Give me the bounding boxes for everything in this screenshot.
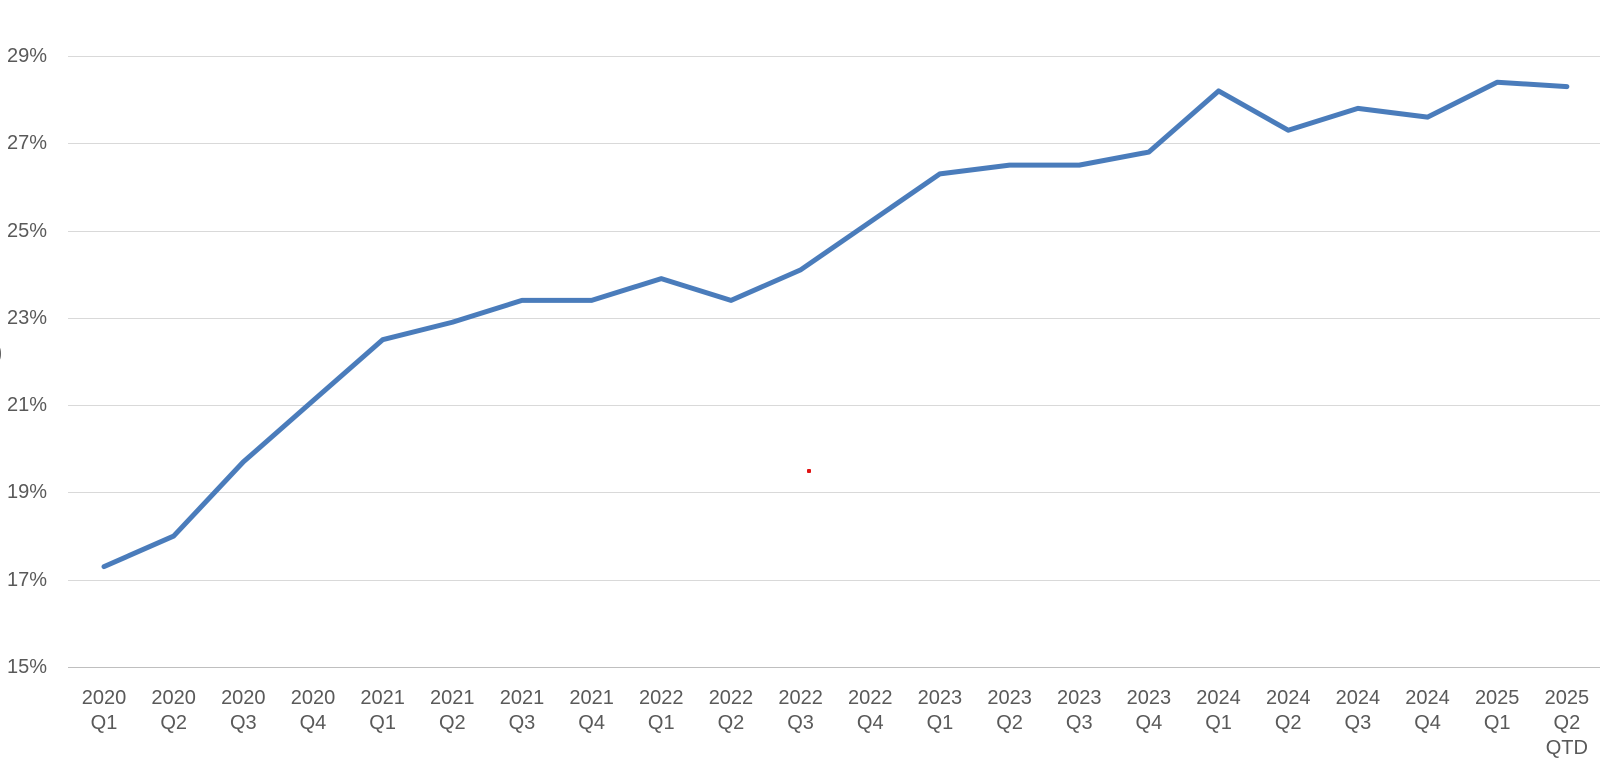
- x-axis-tick-line: 2021: [569, 687, 614, 709]
- x-axis-tick-label: 2023 Q2: [968, 686, 1052, 736]
- x-axis-tick-line: Q4: [856, 712, 884, 734]
- x-axis-tick-line: 2024: [1265, 687, 1311, 709]
- x-axis-tick-label: 2021 Q3: [480, 686, 564, 736]
- x-axis-tick-line: Q2: [438, 712, 466, 734]
- x-axis-tick-line: QTD: [1545, 737, 1588, 759]
- x-axis-tick-label: 2020 Q3: [201, 686, 285, 736]
- x-axis-tick-line: Q1: [369, 712, 396, 734]
- x-axis-tick-label: 2024 Q1: [1177, 686, 1261, 736]
- x-axis-tick-line: Q2: [717, 712, 745, 734]
- x-axis-tick-line: Q2: [996, 712, 1023, 734]
- x-axis-tick-line: Q4: [578, 712, 605, 734]
- x-axis-tick-line: Q1: [926, 712, 954, 734]
- x-axis-tick-label: 2024 Q4: [1386, 686, 1470, 736]
- x-axis-tick-line: 2023: [1126, 687, 1172, 709]
- x-axis-tick-line: 2024: [1196, 687, 1241, 709]
- x-axis-tick-label: 2025 Q2 QTD: [1525, 686, 1609, 761]
- y-axis-tick-label: 21%: [6, 394, 47, 417]
- x-axis-tick-label: 2021 Q2: [410, 686, 494, 736]
- x-axis-tick-label: 2022 Q3: [759, 686, 843, 736]
- x-axis-tick-line: 2022: [778, 687, 823, 709]
- y-axis-tick-label: 25%: [6, 219, 47, 242]
- red-dot-artifact: [807, 469, 811, 473]
- x-axis-tick-line: 2021: [499, 687, 545, 709]
- x-axis-tick-line: 2024: [1335, 687, 1381, 709]
- x-axis-tick-line: 2023: [1056, 687, 1102, 709]
- x-axis-tick-line: Q1: [90, 712, 118, 734]
- x-axis-tick-line: Q3: [1065, 712, 1093, 734]
- x-axis-tick-label: 2023 Q4: [1107, 686, 1191, 736]
- x-axis-tick-line: 2023: [987, 687, 1032, 709]
- clipped-axis-character: 0: [0, 341, 2, 368]
- x-axis-tick-line: Q3: [508, 712, 536, 734]
- y-axis-tick-label: 19%: [6, 481, 47, 504]
- x-axis-tick-label: 2020 Q1: [62, 686, 146, 736]
- x-axis-tick-line: Q1: [647, 712, 675, 734]
- x-axis-tick-label: 2023 Q3: [1037, 686, 1121, 736]
- x-axis-tick-line: 2020: [81, 687, 127, 709]
- x-axis-tick-label: 2022 Q1: [619, 686, 703, 736]
- x-axis-tick-label: 2025 Q1: [1455, 686, 1539, 736]
- x-axis-tick-label: 2021 Q4: [550, 686, 634, 736]
- x-axis-tick-label: 2022 Q4: [828, 686, 912, 736]
- x-axis-tick-line: 2025: [1474, 687, 1520, 709]
- y-axis-tick-label: 23%: [6, 306, 47, 329]
- data-series-line: [101, 79, 1570, 570]
- x-axis-tick-label: 2020 Q2: [132, 686, 216, 736]
- x-axis-tick-line: 2024: [1405, 687, 1450, 709]
- y-axis-tick-label: 29%: [6, 45, 47, 68]
- x-axis-tick-line: 2022: [848, 687, 893, 709]
- x-axis-tick-line: 2021: [360, 687, 405, 709]
- x-axis-tick-line: Q3: [229, 712, 257, 734]
- x-axis-tick-line: Q3: [787, 712, 814, 734]
- x-axis-tick-line: Q1: [1483, 712, 1511, 734]
- x-axis-tick-line: Q2: [1553, 712, 1581, 734]
- x-axis-tick-line: 2020: [221, 687, 266, 709]
- x-axis-tick-line: Q2: [1274, 712, 1302, 734]
- x-axis-tick-line: Q4: [1414, 712, 1441, 734]
- x-axis-tick-line: 2020: [151, 687, 196, 709]
- x-axis-tick-line: 2021: [430, 687, 475, 709]
- y-axis-tick-label: 27%: [6, 132, 47, 155]
- x-axis-tick-line: Q4: [1135, 712, 1163, 734]
- x-axis-tick-label: 2024 Q3: [1316, 686, 1400, 736]
- x-axis-tick-line: 2025: [1544, 687, 1590, 709]
- x-axis-tick-line: Q3: [1344, 712, 1372, 734]
- x-axis-tick-line: 2022: [708, 687, 754, 709]
- x-axis-tick-line: Q2: [160, 712, 187, 734]
- x-axis-tick-label: 2020 Q4: [271, 686, 355, 736]
- x-axis-tick-line: Q4: [299, 712, 327, 734]
- x-axis-tick-line: Q1: [1205, 712, 1232, 734]
- x-axis-tick-line: 2022: [639, 687, 684, 709]
- x-axis-tick-label: 2022 Q2: [689, 686, 773, 736]
- x-axis-tick-label: 2023 Q1: [898, 686, 982, 736]
- y-axis-tick-label: 17%: [6, 568, 47, 591]
- x-axis-tick-label: 2024 Q2: [1246, 686, 1330, 736]
- x-axis-tick-line: 2023: [917, 687, 963, 709]
- x-axis-tick-line: 2020: [290, 687, 336, 709]
- y-axis-tick-label: 15%: [6, 656, 47, 678]
- x-axis-tick-label: 2021 Q1: [341, 686, 425, 736]
